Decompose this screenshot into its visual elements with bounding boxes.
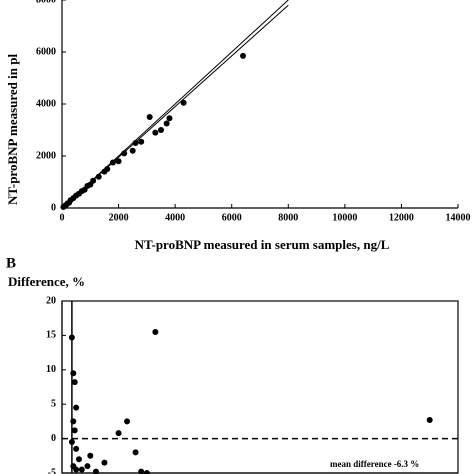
x-tick-label: 4000 — [165, 212, 185, 223]
point — [109, 159, 116, 166]
x-tick-label: 2000 — [109, 212, 129, 223]
point — [73, 404, 80, 411]
point — [71, 427, 78, 434]
point — [426, 417, 433, 424]
point — [71, 379, 78, 386]
x-tick-label: 8000 — [278, 212, 298, 223]
y-tick-label: 15 — [46, 330, 56, 341]
point — [152, 328, 159, 335]
y-tick-label: 20 — [46, 295, 56, 306]
panel-label: B — [6, 255, 16, 271]
plot-frame — [61, 300, 459, 474]
point — [84, 463, 91, 470]
y-tick-label: -5 — [48, 467, 56, 474]
point — [163, 120, 170, 127]
point — [68, 439, 75, 446]
point — [70, 418, 77, 425]
point — [101, 168, 108, 175]
point — [180, 99, 187, 106]
y-axis-title: NT-proBNP measured in pl — [5, 54, 20, 205]
point — [101, 459, 108, 466]
x-tick-label: 14000 — [446, 212, 471, 223]
point — [73, 445, 80, 452]
point — [166, 115, 173, 122]
point — [121, 150, 128, 157]
point — [68, 334, 75, 341]
point — [138, 468, 145, 474]
point — [115, 158, 122, 165]
y-tick-label: 6000 — [36, 46, 56, 57]
y-tick-label: 0 — [51, 433, 56, 444]
point — [73, 466, 80, 473]
x-tick-label: 12000 — [389, 212, 414, 223]
fit-line — [61, 0, 289, 209]
x-tick-label: 10000 — [332, 212, 357, 223]
point — [129, 147, 136, 154]
point — [95, 173, 102, 180]
annotation: mean difference -6.3 % — [330, 459, 419, 469]
x-tick-label: 6000 — [222, 212, 242, 223]
point — [132, 449, 139, 456]
point — [115, 430, 122, 437]
point — [60, 203, 67, 210]
y-tick-label: 2000 — [36, 150, 56, 161]
x-tick-label: 0 — [60, 212, 65, 223]
point — [70, 370, 77, 377]
y-tick-label: 5 — [51, 398, 56, 409]
point — [158, 127, 164, 133]
point — [240, 52, 247, 59]
point — [75, 456, 82, 463]
y-tick-label: 8000 — [36, 0, 56, 5]
point — [132, 140, 139, 146]
point — [143, 470, 150, 474]
point — [146, 114, 153, 120]
x-axis-title: NT-proBNP measured in serum samples, ng/… — [135, 237, 390, 252]
point — [78, 466, 85, 473]
point — [152, 129, 159, 136]
y-tick-label: 10 — [46, 364, 56, 375]
point — [92, 468, 99, 474]
y-tick-label: 0 — [51, 202, 56, 213]
y-tick-label: 4000 — [36, 98, 56, 109]
point — [138, 138, 145, 145]
point — [87, 452, 94, 459]
point — [124, 418, 131, 425]
y-axis-title: Difference, % — [8, 274, 85, 289]
